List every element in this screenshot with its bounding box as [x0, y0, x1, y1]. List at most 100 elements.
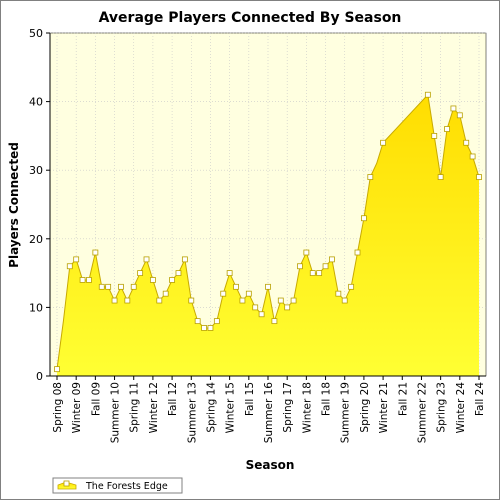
data-point-marker — [175, 270, 182, 277]
data-point-marker — [252, 304, 259, 311]
data-point-marker — [258, 311, 265, 318]
y-tick-label: 20 — [29, 233, 43, 246]
data-point-marker — [207, 325, 214, 331]
x-tick-label: Spring 23 — [436, 382, 448, 433]
data-point-marker — [194, 318, 201, 325]
data-point-marker — [150, 277, 156, 283]
x-tick-label: Spring 14 — [205, 382, 217, 433]
data-point-marker — [137, 270, 144, 277]
data-point-marker — [424, 91, 431, 98]
data-point-marker — [162, 290, 169, 297]
data-point-marker — [341, 297, 348, 304]
data-point-marker — [245, 290, 252, 297]
data-point-marker — [220, 290, 227, 297]
y-tick-label: 0 — [36, 370, 43, 383]
y-tick-label: 50 — [29, 27, 43, 40]
data-point-marker — [290, 297, 297, 304]
data-point-marker — [450, 105, 457, 112]
x-axis-label: Season — [246, 458, 295, 472]
data-point-marker — [456, 112, 463, 119]
data-point-marker — [335, 290, 342, 297]
data-point-marker — [469, 153, 476, 160]
data-point-marker — [98, 283, 105, 290]
x-axis-ticks: Spring 08 Winter 09 Fall 09 Summer 10 Spring… — [52, 376, 486, 443]
data-point-marker — [367, 174, 374, 180]
y-axis-ticks: 0 10 20 30 40 50 — [29, 27, 50, 383]
x-tick-label: Winter 09 — [71, 382, 83, 433]
x-tick-label: Spring 11 — [129, 382, 141, 433]
x-tick-label: Summer 16 — [263, 382, 275, 444]
data-point-marker — [297, 263, 303, 270]
data-point-marker — [226, 270, 233, 277]
legend-swatch-icon — [57, 480, 77, 490]
x-tick-label: Spring 20 — [359, 382, 371, 433]
data-point-marker — [111, 297, 118, 304]
x-tick-label: Summer 13 — [186, 382, 198, 443]
x-tick-label: Summer 10 — [110, 382, 122, 443]
data-point-marker — [169, 277, 175, 283]
data-point-marker — [265, 283, 271, 290]
data-point-marker — [143, 256, 150, 263]
data-point-marker — [322, 263, 329, 270]
x-tick-label: Fall 21 — [397, 382, 409, 416]
x-tick-label: Fall 15 — [244, 382, 256, 416]
data-point-marker — [354, 249, 361, 256]
data-point-marker — [277, 297, 284, 304]
data-point-marker — [444, 126, 450, 132]
data-point-marker — [156, 297, 163, 304]
x-tick-label: Winter 12 — [148, 382, 160, 433]
y-tick-label: 30 — [29, 164, 43, 177]
data-point-marker — [284, 304, 291, 311]
data-point-marker — [188, 297, 195, 304]
data-point-marker — [361, 215, 367, 222]
data-point-marker — [239, 297, 246, 304]
y-tick-label: 10 — [29, 301, 43, 314]
data-point-marker — [431, 132, 438, 139]
x-tick-label: Winter 18 — [301, 382, 313, 433]
data-point-marker — [54, 366, 60, 373]
y-axis-label: Players Connected — [7, 142, 21, 268]
data-point-marker — [201, 325, 207, 331]
data-point-marker — [316, 270, 323, 277]
data-point-marker — [73, 256, 80, 263]
data-point-marker — [463, 139, 470, 146]
legend-label: The Forests Edge — [85, 481, 168, 492]
x-tick-label: Winter 15 — [225, 382, 237, 433]
data-point-marker — [79, 277, 86, 283]
data-point-marker — [303, 249, 310, 256]
x-tick-label: Winter 24 — [455, 382, 467, 434]
data-point-marker — [213, 318, 220, 325]
series-area — [57, 94, 479, 377]
x-tick-label: Spring 08 — [52, 382, 64, 433]
data-point-marker — [181, 256, 188, 263]
legend: The Forests Edge — [52, 477, 183, 494]
chart-title: Average Players Connected By Season — [99, 10, 402, 26]
x-tick-label: Summer 22 — [416, 382, 428, 443]
data-point-marker — [92, 249, 99, 256]
x-tick-label: Spring 17 — [282, 382, 294, 433]
x-tick-label: Summer 19 — [340, 382, 352, 443]
data-point-marker — [348, 283, 355, 290]
data-point-marker — [437, 174, 444, 180]
data-point-marker — [130, 283, 137, 290]
data-point-marker — [271, 318, 278, 325]
x-tick-label: Fall 24 — [474, 382, 486, 416]
data-point-marker — [233, 283, 239, 290]
data-point-marker — [329, 256, 335, 263]
data-point-marker — [66, 263, 73, 270]
data-point-marker — [105, 283, 112, 290]
y-tick-label: 40 — [29, 96, 43, 109]
data-point-marker — [86, 277, 92, 283]
x-tick-label: Fall 12 — [167, 382, 179, 416]
data-point-marker — [476, 174, 482, 180]
series-markers — [54, 91, 482, 373]
data-point-marker — [118, 283, 124, 290]
data-point-marker — [380, 139, 386, 146]
data-point-marker — [309, 270, 316, 277]
x-tick-label: Fall 09 — [90, 382, 102, 416]
x-tick-label: Fall 18 — [321, 382, 333, 416]
data-point-marker — [124, 297, 131, 304]
legend-box — [52, 477, 183, 494]
